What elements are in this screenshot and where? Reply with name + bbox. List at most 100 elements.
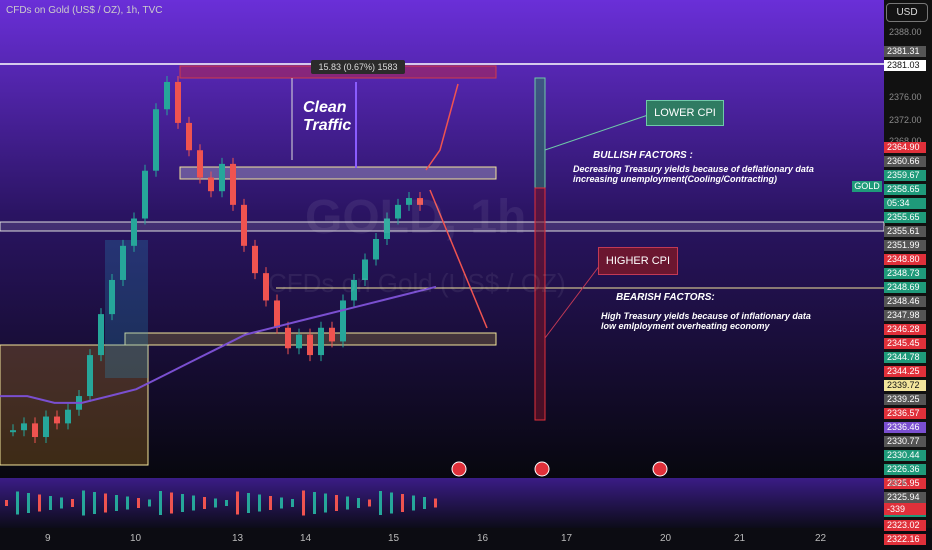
volume-bar (203, 497, 206, 509)
volume-pane-background (0, 478, 884, 528)
volume-bar (71, 499, 74, 507)
price-label: 2339.72 (884, 380, 926, 391)
price-label: 2359.67 (884, 170, 926, 181)
volume-bar (280, 497, 283, 509)
price-label: 2325.95 (884, 478, 926, 489)
volume-bar (357, 498, 360, 508)
price-label: 2364.90 (884, 142, 926, 153)
lower-cpi-zone (534, 77, 546, 189)
price-label: 2326.36 (884, 464, 926, 475)
candle-body (373, 239, 379, 260)
candle-body (219, 163, 225, 192)
currency-button[interactable]: USD (886, 3, 928, 22)
candle-body (65, 409, 71, 424)
clean-traffic-note: Clean Traffic (303, 99, 352, 134)
price-label: 2381.03 (884, 60, 926, 71)
volume-bar (269, 496, 272, 510)
price-label: 2339.25 (884, 394, 926, 405)
time-tick: 16 (477, 533, 489, 544)
volume-bar (423, 497, 426, 509)
moving-average-line (0, 285, 437, 404)
candle-body (384, 218, 390, 239)
symbol-header: CFDs on Gold (US$ / OZ), 1h, TVC (6, 5, 163, 16)
candle-body (285, 327, 291, 349)
volume-bar (390, 492, 393, 514)
lower-cpi-pointer (544, 114, 649, 151)
price-label: 2351.99 (884, 240, 926, 251)
price-label: 2344.25 (884, 366, 926, 377)
price-tick: 2388.00 (889, 27, 922, 37)
candle-body (274, 300, 280, 328)
volume-bar (137, 498, 140, 508)
economic-event-icon (451, 461, 467, 477)
price-label: 2345.45 (884, 338, 926, 349)
price-label: 2346.28 (884, 324, 926, 335)
volume-bar (401, 494, 404, 512)
time-axis-background (0, 528, 932, 550)
volume-bar (104, 493, 107, 513)
time-tick: 15 (388, 533, 400, 544)
time-tick: 14 (300, 533, 312, 544)
candle-body (153, 109, 159, 171)
bearish-line-2: low emlployment overheating economy (601, 321, 770, 331)
time-tick: 17 (561, 533, 573, 544)
candle-body (395, 204, 401, 219)
volume-bar (181, 494, 184, 512)
candle-body (362, 259, 368, 280)
price-label: 2322.16 (884, 534, 926, 545)
consolidation-zone (179, 166, 497, 180)
volume-bar (192, 495, 195, 511)
candle-body (87, 355, 93, 397)
bullish-projection-arrow (425, 83, 459, 171)
volume-bar (225, 500, 228, 506)
bearish-title: BEARISH FACTORS: (616, 292, 715, 303)
volume-bar (115, 495, 118, 511)
volume-bar (82, 490, 85, 516)
volume-bar (291, 499, 294, 507)
price-label: 2347.98 (884, 310, 926, 321)
volume-bar (214, 498, 217, 508)
time-tick: 10 (130, 533, 142, 544)
candle-body (208, 177, 214, 192)
candle-body (351, 279, 357, 301)
candle-body (186, 122, 192, 151)
candle-body (109, 279, 115, 315)
price-tick: 2372.00 (889, 115, 922, 125)
volume-bar (170, 492, 173, 514)
price-tick: 2376.00 (889, 92, 922, 102)
candle-body (32, 423, 38, 438)
volume-bar (434, 498, 437, 508)
bearish-projection-arrow (429, 189, 488, 329)
candle-body (164, 81, 170, 110)
price-label: 2336.57 (884, 408, 926, 419)
candle-body (120, 245, 126, 280)
candle-body (10, 430, 16, 433)
candle-body (307, 334, 313, 356)
price-label: 2360.66 (884, 156, 926, 167)
chart-background (0, 0, 884, 478)
price-label: 2336.46 (884, 422, 926, 433)
price-label: 2330.77 (884, 436, 926, 447)
lower-cpi-callout: LOWER CPI (646, 100, 724, 126)
candle-body (230, 163, 236, 205)
bullish-title: BULLISH FACTORS : (593, 150, 693, 161)
price-label: 2348.46 (884, 296, 926, 307)
volume-axis-top: 25 K (889, 478, 908, 488)
volume-bar (412, 495, 415, 511)
volume-bar (159, 491, 162, 515)
economic-event-icon (652, 461, 668, 477)
candle-body (142, 170, 148, 219)
price-tick: 2368.00 (889, 136, 922, 146)
candle-body (43, 416, 49, 438)
candle-body (340, 300, 346, 342)
volume-bar (49, 496, 52, 510)
price-label: 2381.31 (884, 46, 926, 57)
candle-body (296, 334, 302, 349)
volume-bar (5, 500, 8, 506)
volume-bar (148, 499, 151, 507)
volume-bar (236, 491, 239, 515)
bearish-line-1: High Treasury yields because of inflatio… (601, 311, 811, 321)
price-label: 05:34 (884, 198, 926, 209)
